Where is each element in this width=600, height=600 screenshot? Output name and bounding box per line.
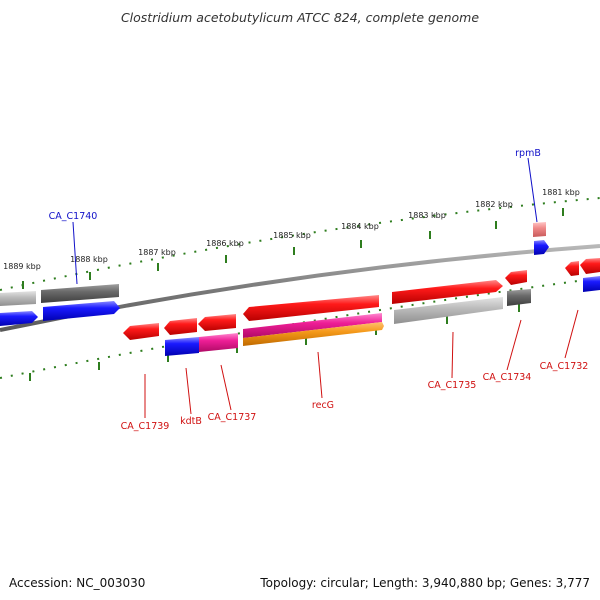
- gene-arrow-blue[interactable]: [165, 337, 199, 356]
- label-leaders: [72, 157, 579, 418]
- leader-recg: [317, 351, 323, 399]
- gene-arrow-blue[interactable]: [534, 240, 549, 255]
- leader-rpmb: [527, 157, 538, 223]
- tick-label: 1889 kbp: [3, 262, 41, 271]
- gene-arrow-red[interactable]: [505, 270, 527, 285]
- gene-arrow-blue[interactable]: [583, 276, 600, 292]
- gene-label-kdtb[interactable]: kdtB: [180, 416, 202, 427]
- gene-arrow-blue[interactable]: [0, 311, 38, 326]
- gene-arrow-magenta[interactable]: [243, 313, 382, 338]
- gene-arrow-red[interactable]: [243, 295, 379, 321]
- tick-label: 1884 kbp: [341, 222, 379, 231]
- gene-arrow-blue[interactable]: [43, 301, 120, 321]
- gene-arrow-red[interactable]: [123, 323, 159, 340]
- tick-label: 1885 kbp: [273, 231, 311, 240]
- gene-arrow-darkgray[interactable]: [41, 284, 119, 303]
- tick-label: 1888 kbp: [70, 255, 108, 264]
- ruler-tick-labels: 1889 kbp 1888 kbp 1887 kbp 1886 kbp 1885…: [3, 188, 580, 271]
- leader-kdtb: [185, 367, 192, 415]
- gene-labels: CA_C1740 rpmB CA_C1739 kdtB CA_C1737 rec…: [49, 148, 589, 432]
- leader-ca-c1735: [451, 331, 454, 379]
- gene-label-ca-c1739[interactable]: CA_C1739: [121, 421, 170, 432]
- leader-ca-c1732: [564, 309, 579, 359]
- tick-label: 1886 kbp: [206, 239, 244, 248]
- tick-label: 1881 kbp: [542, 188, 580, 197]
- gene-arrow-red[interactable]: [565, 261, 579, 276]
- outer-features: [0, 222, 600, 326]
- leader-ca-c1740: [72, 221, 78, 285]
- leader-ca-c1737: [220, 364, 232, 411]
- gene-label-ca-c1740[interactable]: CA_C1740: [49, 211, 98, 222]
- topology-text: Topology: circular; Length: 3,940,880 bp…: [259, 576, 590, 590]
- leader-ca-c1734: [506, 319, 522, 371]
- gene-label-rpmb[interactable]: rpmB: [515, 148, 541, 159]
- outer-ruler-major-ticks: [22, 208, 564, 289]
- tick-label: 1882 kbp: [475, 200, 513, 209]
- map-title: Clostridium acetobutylicum ATCC 824, com…: [121, 10, 479, 25]
- gene-label-recg[interactable]: recG: [312, 400, 334, 411]
- gene-arrow-red[interactable]: [198, 314, 236, 331]
- gene-arrow-red[interactable]: [580, 258, 600, 274]
- gene-arrow-orange[interactable]: [243, 322, 384, 346]
- gene-arrow-red[interactable]: [392, 280, 503, 304]
- gene-arrow-darkgray[interactable]: [507, 289, 531, 306]
- inner-features: [123, 313, 384, 356]
- gene-arrow-red[interactable]: [164, 318, 197, 335]
- gene-label-ca-c1737[interactable]: CA_C1737: [208, 412, 257, 423]
- gene-label-ca-c1734[interactable]: CA_C1734: [483, 372, 532, 383]
- gene-arrow-pink[interactable]: [533, 222, 546, 237]
- gene-label-ca-c1732[interactable]: CA_C1732: [540, 361, 589, 372]
- gene-label-ca-c1735[interactable]: CA_C1735: [428, 380, 477, 391]
- tick-label: 1883 kbp: [408, 211, 446, 220]
- gene-arrow-gray[interactable]: [394, 297, 503, 324]
- gene-arrow-gray[interactable]: [0, 291, 36, 306]
- tick-label: 1887 kbp: [138, 248, 176, 257]
- accession-text: Accession: NC_003030: [9, 576, 145, 590]
- gene-arrow-magenta[interactable]: [199, 333, 238, 352]
